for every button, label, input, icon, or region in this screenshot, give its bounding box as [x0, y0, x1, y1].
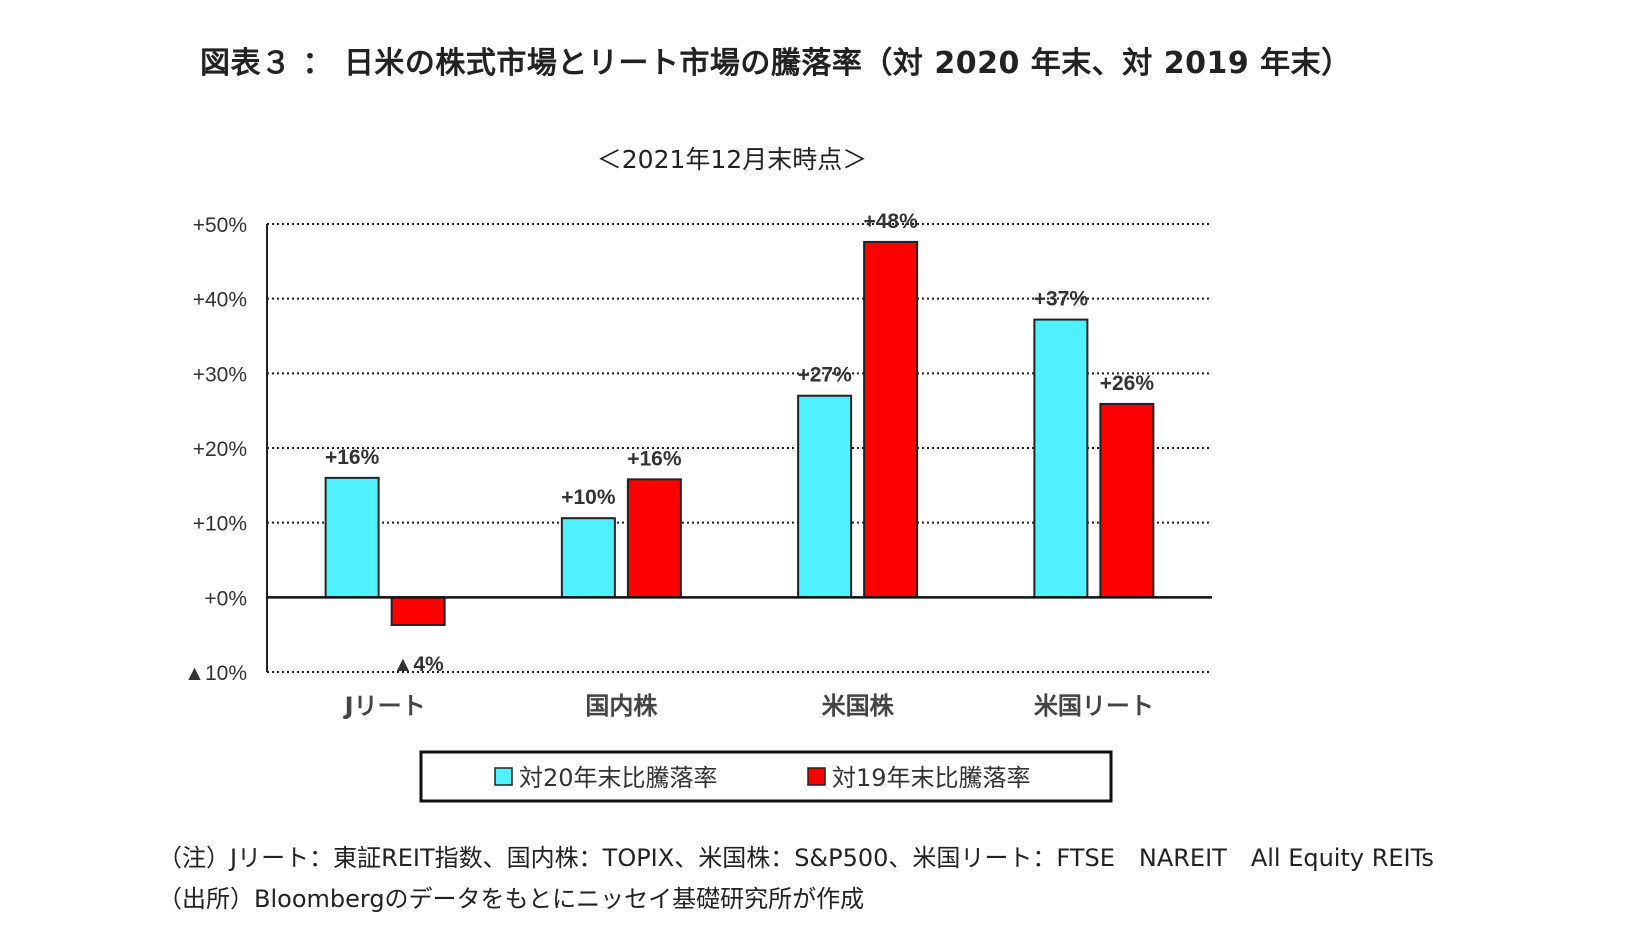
legend-label: 対20年末比騰落率 — [519, 764, 718, 792]
y-tick-label: +40% — [193, 289, 247, 312]
data-label: +16% — [627, 447, 682, 470]
notes: （注）Jリート：東証REIT指数、国内株：TOPIX、米国株：S&P500、米国… — [158, 838, 1434, 920]
bar — [390, 596, 446, 626]
source-line: （出所）Bloombergのデータをもとにニッセイ基礎研究所が作成 — [158, 885, 865, 913]
bar — [560, 517, 616, 599]
y-tick-label: +10% — [193, 513, 247, 536]
figure-title: 図表３ ： 日米の株式市場とリート市場の騰落率（対 2020 年末、対 2019… — [200, 46, 1352, 81]
chart-subtitle: ＜2021年12月末時点＞ — [597, 145, 867, 174]
data-label: +48% — [863, 210, 918, 233]
bar — [324, 476, 380, 599]
note-line: （注）Jリート：東証REIT指数、国内株：TOPIX、米国株：S&P500、米国… — [158, 844, 1434, 872]
legend: 対20年末比騰落率 対19年末比騰落率 — [419, 750, 1113, 803]
y-tick-label: +0% — [204, 587, 247, 610]
x-category-label: Jリート — [343, 692, 426, 720]
data-label: +26% — [1100, 372, 1155, 395]
y-axis: +50% +40% +30% +20% +10% +0% ▲10% — [184, 214, 268, 685]
x-category-label: 米国株 — [822, 692, 895, 720]
bars — [324, 240, 1155, 626]
data-label: +37% — [1034, 288, 1089, 311]
bar — [797, 394, 853, 599]
bar — [863, 240, 919, 599]
x-axis-labels: Jリート 国内株 米国株 米国リート — [343, 692, 1154, 720]
x-category-label: 米国リート — [1034, 692, 1154, 720]
y-tick-label: ▲10% — [184, 662, 247, 685]
bar — [1033, 318, 1089, 599]
bar-chart: ＜2021年12月末時点＞ +50% +40% +30% +20% +10% +0% ▲10… — [184, 145, 1212, 803]
legend-swatch — [807, 767, 826, 786]
y-tick-label: +20% — [193, 438, 247, 461]
data-label: ▲4% — [393, 653, 444, 676]
y-tick-label: +30% — [193, 363, 247, 386]
data-labels: +16% ▲4% +10% +16% +27% +48% +37% +26% — [325, 210, 1154, 676]
data-label: +27% — [797, 364, 852, 387]
x-category-label: 国内株 — [585, 692, 658, 720]
legend-box — [419, 750, 1113, 803]
legend-swatch — [494, 767, 513, 786]
bar — [626, 478, 682, 599]
bar — [1099, 402, 1155, 599]
legend-label: 対19年末比騰落率 — [832, 764, 1031, 792]
data-label: +10% — [561, 486, 616, 509]
y-tick-label: +50% — [193, 214, 247, 237]
data-label: +16% — [325, 446, 380, 469]
